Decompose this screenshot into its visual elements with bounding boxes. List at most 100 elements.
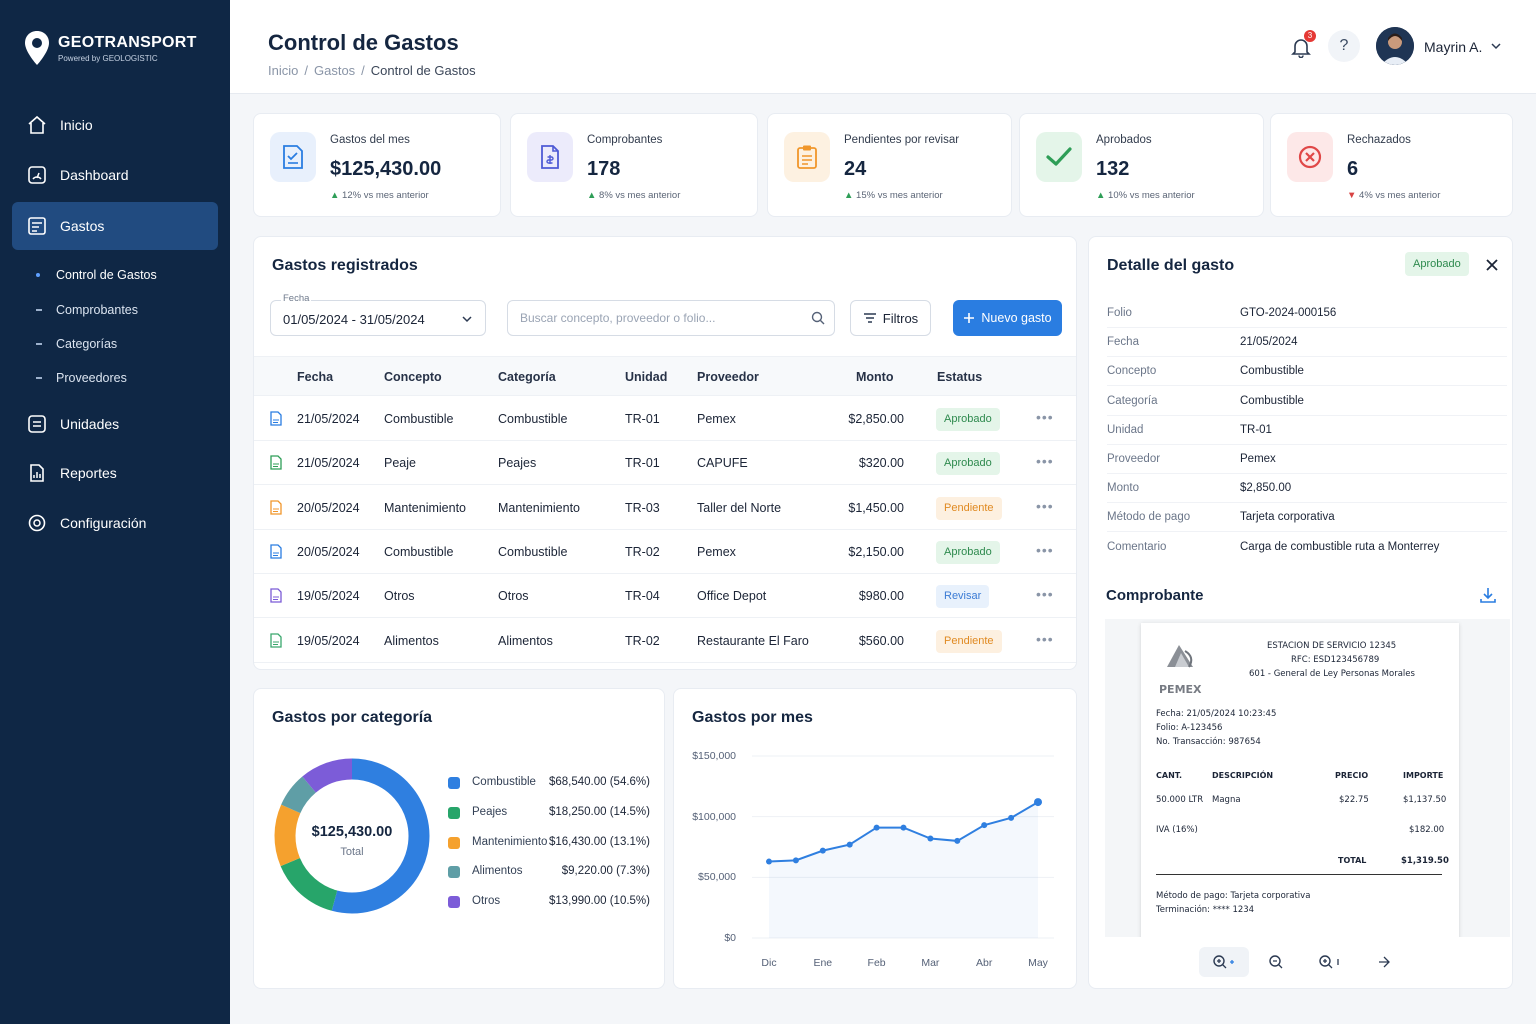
column-header-categoria[interactable]: Categoría — [498, 370, 556, 384]
data-point[interactable] — [900, 824, 907, 831]
receipt-viewer[interactable]: PEMEX ESTACION DE SERVICIO 12345 RFC: ES… — [1105, 619, 1510, 937]
zoom-in-button[interactable] — [1199, 947, 1249, 977]
legend-item[interactable]: Alimentos $9,220.00 (7.3%) — [448, 864, 650, 880]
detail-label: Proveedor — [1107, 453, 1161, 465]
data-point[interactable] — [1034, 798, 1042, 807]
nav-item-configuracion[interactable]: Configuración — [12, 499, 218, 547]
column-header-fecha[interactable]: Fecha — [297, 370, 334, 384]
receipt-line-amount: $1,137.50 — [1403, 795, 1447, 805]
chevron-down-icon[interactable] — [1490, 40, 1502, 52]
data-point[interactable] — [981, 822, 988, 829]
donut-slice-otros[interactable] — [302, 758, 353, 793]
brand-logo[interactable]: GEOTRANSPORT Powered by GEOLOGISTIC — [24, 30, 197, 66]
column-header-estatus[interactable]: Estatus — [937, 370, 983, 384]
legend-item[interactable]: Otros $13,990.00 (10.5%) — [448, 894, 650, 910]
column-header-concepto[interactable]: Concepto — [384, 370, 442, 384]
more-options-icon[interactable]: ••• — [1036, 541, 1054, 558]
nav-item-gastos[interactable]: Gastos — [12, 202, 218, 250]
date-range-picker[interactable]: Fecha 01/05/2024 - 31/05/2024 — [270, 293, 486, 336]
table-row[interactable]: 20/05/2024 Mantenimiento Mantenimiento TR-0… — [254, 486, 1076, 530]
kpi-card-rechazados[interactable]: Rechazados 6 ▼ 4% vs mes anterior — [1270, 113, 1513, 217]
download-icon[interactable] — [1479, 586, 1497, 604]
breadcrumb-item[interactable]: Inicio — [268, 63, 299, 78]
legend-item[interactable]: Peajes $18,250.00 (14.5%) — [448, 805, 650, 821]
kpi-card-aprobados[interactable]: Aprobados 132 ▲ 10% vs mes anterior — [1019, 113, 1264, 217]
column-header-proveedor[interactable]: Proveedor — [697, 370, 759, 384]
subnav-comprobantes[interactable]: Comprobantes — [36, 303, 138, 317]
kpi-value: $125,430.00 — [330, 158, 442, 180]
section-title: Gastos registrados — [272, 257, 418, 274]
column-header-unidad[interactable]: Unidad — [625, 370, 668, 384]
monthly-chart-card: Gastos por mes $150,000 $100,000 $50,000 $0… — [673, 688, 1077, 989]
nav-item-unidades[interactable]: Unidades — [12, 400, 218, 448]
table-row[interactable]: 19/05/2024 Alimentos Alimentos TR-02 Restaur… — [254, 619, 1076, 663]
subnav-label: Comprobantes — [56, 303, 138, 317]
legend-swatch — [448, 866, 460, 879]
search-input[interactable] — [507, 300, 835, 336]
filters-button[interactable]: Filtros — [850, 300, 931, 336]
more-options-icon[interactable]: ••• — [1036, 497, 1054, 514]
close-icon[interactable] — [1481, 254, 1503, 276]
rotate-button[interactable] — [1359, 947, 1409, 977]
nav-item-dashboard[interactable]: Dashboard — [12, 151, 218, 199]
subnav-proveedores[interactable]: Proveedores — [36, 371, 127, 385]
receipt-regime: 601 - General de Ley Personas Morales — [1249, 669, 1415, 679]
data-point[interactable] — [873, 824, 880, 831]
bell-icon[interactable] — [1290, 36, 1312, 58]
more-options-icon[interactable]: ••• — [1036, 630, 1054, 647]
more-options-icon[interactable]: ••• — [1036, 409, 1054, 425]
donut-chart[interactable] — [274, 757, 430, 917]
legend-item[interactable]: Mantenimiento $16,430.00 (13.1%) — [448, 835, 650, 851]
subnav-control-de-gastos[interactable]: Control de Gastos — [36, 268, 157, 282]
breadcrumb-item[interactable]: Gastos — [313, 63, 356, 78]
table-row[interactable]: 21/05/2024 Combustible Combustible TR-01 Pem… — [254, 397, 1076, 441]
column-header-monto[interactable]: Monto — [856, 370, 894, 384]
more-options-icon[interactable]: ••• — [1036, 586, 1054, 603]
donut-slice-peajes[interactable] — [280, 857, 338, 911]
avatar[interactable] — [1376, 27, 1414, 65]
data-point[interactable] — [819, 847, 826, 854]
donut-slice-combustible[interactable] — [331, 758, 430, 914]
detail-label: Monto — [1107, 482, 1139, 495]
detail-label: Categoría — [1107, 394, 1158, 407]
detail-row: Método de pago Tarjeta corporativa — [1107, 503, 1507, 533]
search-icon[interactable] — [811, 311, 825, 325]
kpi-card-comprobantes[interactable]: Comprobantes 178 ▲ 8% vs mes anterior — [510, 113, 758, 217]
data-point[interactable] — [792, 857, 799, 864]
nav-item-inicio[interactable]: Inicio — [12, 101, 218, 149]
nav-item-reportes[interactable]: Reportes — [12, 449, 218, 497]
table-row[interactable]: 20/05/2024 Combustible Combustible TR-02 Pem… — [254, 530, 1076, 574]
help-button[interactable]: ? — [1328, 30, 1360, 62]
table-row[interactable]: 19/05/2024 Otros Otros TR-04 Office Depot $98… — [254, 574, 1076, 619]
receipt-line-desc: Magna — [1212, 795, 1241, 805]
top-header: Control de Gastos Inicio / Gastos / Control … — [230, 0, 1536, 94]
data-point[interactable] — [766, 858, 772, 865]
kpi-card-pendientes[interactable]: Pendientes por revisar 24 ▲ 15% vs mes a… — [767, 113, 1012, 217]
cell-proveedor: Restaurante El Faro — [697, 633, 809, 648]
table-row[interactable]: 21/05/2024 Peaje Peajes TR-01 CAPUFE $320.00 A… — [254, 441, 1076, 486]
line-chart[interactable] — [674, 689, 1078, 990]
kpi-card-gastos-mes[interactable]: Gastos del mes $125,430.00 ▲ 12% vs mes … — [253, 113, 501, 217]
donut-slice-mantenimiento[interactable] — [274, 804, 301, 867]
detail-row: Fecha 21/05/2024 — [1107, 328, 1507, 358]
data-point[interactable] — [846, 841, 853, 848]
detail-row: Monto $2,850.00 — [1107, 474, 1507, 504]
pemex-logo-icon — [1167, 645, 1193, 668]
donut-slice-alimentos[interactable] — [281, 776, 317, 814]
detail-row: Proveedor Pemex — [1107, 445, 1507, 474]
detail-value: $2,850.00 — [1240, 482, 1292, 495]
more-options-icon[interactable]: ••• — [1036, 453, 1054, 470]
new-expense-button[interactable]: Nuevo gasto — [953, 300, 1062, 336]
filters-label: Filtros — [882, 310, 919, 326]
zoom-out-icon — [1269, 955, 1283, 969]
zoom-reset-button[interactable] — [1305, 947, 1355, 977]
expense-detail-panel: Detalle del gasto Aprobado Folio GTO-2024… — [1088, 236, 1513, 989]
zoom-out-button[interactable] — [1251, 947, 1301, 977]
user-name[interactable]: Mayrin A. — [1424, 39, 1483, 55]
legend-item[interactable]: Combustible $68,540.00 (54.6%) — [448, 775, 650, 791]
data-point[interactable] — [927, 835, 934, 842]
data-point[interactable] — [954, 837, 961, 844]
subnav-categorias[interactable]: Categorías — [36, 337, 117, 351]
data-point[interactable] — [1008, 814, 1015, 821]
kpi-label: Gastos del mes — [330, 134, 410, 146]
